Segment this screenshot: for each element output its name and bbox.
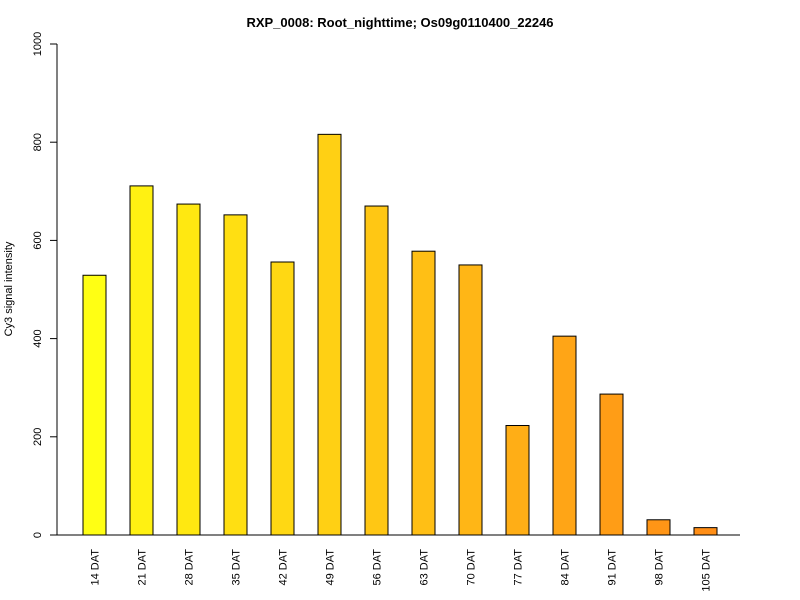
x-tick-label: 21 DAT [137, 549, 149, 586]
x-tick-label: 14 DAT [90, 549, 102, 586]
x-axis: 14 DAT 21 DAT 28 DAT 35 DAT 42 DAT 49 DAT 56 D… [57, 534, 740, 592]
bar-21-dat [129, 185, 154, 536]
bar-70-dat [458, 264, 483, 536]
y-tick-label: 600 [32, 231, 44, 249]
bar-77-dat [505, 425, 530, 536]
x-tick-label: 28 DAT [184, 549, 196, 586]
y-tick-label: 800 [32, 133, 44, 151]
bar-28-dat [176, 203, 201, 536]
bar-84-dat [552, 335, 577, 536]
bar-42-dat [270, 261, 295, 536]
y-tick-label: 400 [32, 329, 44, 347]
bar-49-dat [317, 133, 342, 536]
bar-63-dat [411, 250, 436, 536]
bar-35-dat [223, 214, 248, 536]
y-tick-label: 200 [32, 428, 44, 446]
x-tick-label: 98 DAT [654, 549, 666, 586]
x-tick-label: 105 DAT [701, 549, 713, 592]
y-tick-label: 0 [32, 532, 44, 538]
x-tick-label: 84 DAT [560, 549, 572, 586]
bar-98-dat [646, 519, 671, 536]
bar-56-dat [364, 205, 389, 536]
x-tick-label: 63 DAT [419, 549, 431, 586]
x-tick-label: 77 DAT [513, 549, 525, 586]
bar-14-dat [82, 274, 107, 536]
bar-91-dat [599, 393, 624, 536]
y-axis: 0 200 400 600 800 1000 [32, 32, 58, 538]
x-tick-label: 42 DAT [278, 549, 290, 586]
x-tick-label: 70 DAT [466, 549, 478, 586]
x-tick-label: 35 DAT [231, 549, 243, 586]
bar-105-dat [693, 527, 718, 536]
y-axis-label: Cy3 signal intensity [3, 241, 15, 336]
bars-group [82, 133, 718, 536]
chart-title: RXP_0008: Root_nighttime; Os09g0110400_2… [246, 15, 553, 30]
x-tick-label: 49 DAT [325, 549, 337, 586]
x-tick-label: 91 DAT [607, 549, 619, 586]
x-tick-label: 56 DAT [372, 549, 384, 586]
y-tick-label: 1000 [32, 32, 44, 56]
